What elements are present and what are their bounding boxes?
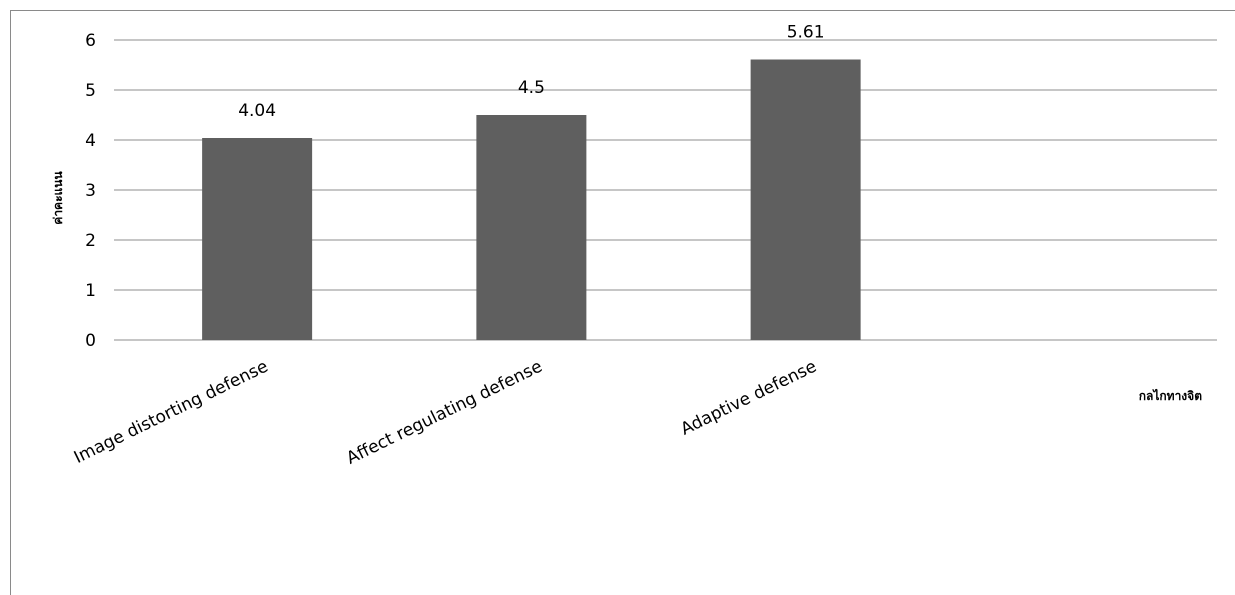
x-category-label: Adaptive defense [678, 357, 820, 440]
y-tick-label: 1 [85, 281, 96, 301]
x-axis-title: กลไกทางจิต [1139, 388, 1202, 403]
x-axis-categories: Image distorting defense Affect regulatin… [71, 357, 820, 469]
y-tick-label: 6 [85, 31, 96, 51]
y-tick-label: 0 [85, 331, 96, 351]
gridlines [114, 39, 1217, 341]
x-category-label: Affect regulating defense [343, 357, 545, 469]
data-labels: 4.04 4.5 5.61 [238, 23, 824, 122]
y-tick-label: 4 [85, 131, 96, 151]
data-label: 5.61 [787, 23, 825, 43]
data-label: 4.04 [238, 101, 276, 121]
y-tick-label: 5 [85, 81, 96, 101]
bars [202, 59, 861, 340]
bar [750, 59, 861, 340]
x-category-label: Image distorting defense [71, 357, 271, 468]
y-axis-ticks: 0 1 2 3 4 5 6 [85, 31, 96, 351]
bar [202, 138, 313, 340]
y-tick-label: 2 [85, 231, 96, 251]
data-label: 4.5 [518, 78, 545, 98]
y-tick-label: 3 [85, 181, 96, 201]
bar [476, 115, 587, 340]
y-axis-title: ค่าคะแนน [51, 171, 65, 225]
